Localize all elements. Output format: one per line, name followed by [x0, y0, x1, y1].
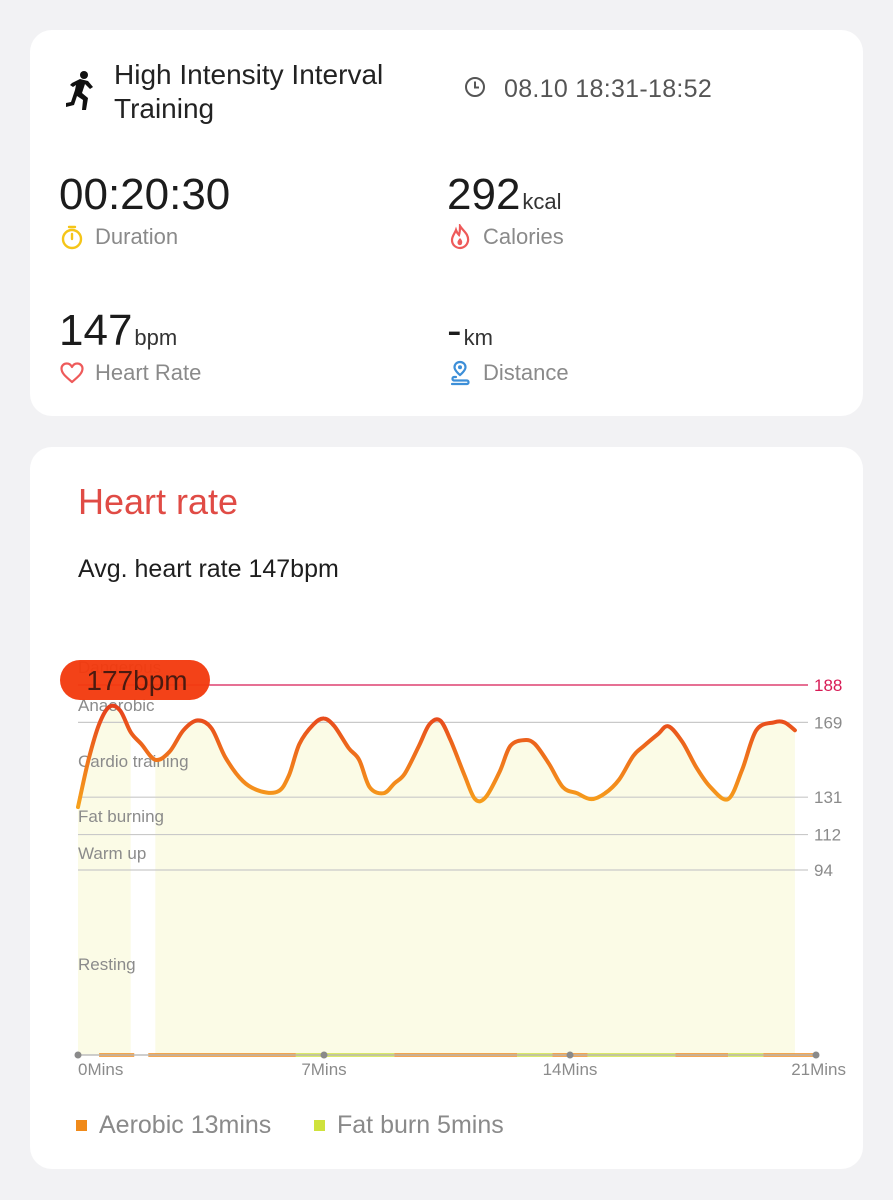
- heart-rate-value: 147: [59, 306, 133, 355]
- max-heart-rate-value: 177bpm: [86, 665, 187, 696]
- legend-fat-burn-label: Fat burn 5mins: [337, 1111, 504, 1139]
- heart-rate-line: [76, 703, 797, 809]
- distance-stat: -km Distance: [447, 306, 569, 386]
- calories-unit: kcal: [522, 189, 562, 214]
- x-tick-dot: [812, 1051, 820, 1059]
- x-tick-label: 21Mins: [791, 1060, 846, 1079]
- distance-unit: km: [463, 325, 493, 350]
- zone-label: Warm up: [78, 844, 146, 863]
- heart-icon: [60, 362, 84, 384]
- heart-rate-unit: bpm: [134, 325, 178, 350]
- max-heart-rate-badge: [60, 660, 210, 700]
- legend-aerobic: Aerobic 13mins: [76, 1111, 271, 1140]
- workout-title: High Intensity Interval Training: [114, 59, 384, 124]
- legend-aerobic-swatch: [76, 1120, 87, 1131]
- running-person-icon: [66, 71, 93, 110]
- heart-rate-chart: 18816913111294DangerousAnaerobicCardio t…: [60, 658, 846, 1079]
- x-tick-label: 0Mins: [78, 1060, 123, 1079]
- legend-aerobic-label: Aerobic 13mins: [99, 1111, 272, 1139]
- clock-icon: [465, 77, 485, 97]
- threshold-value: 131: [814, 788, 842, 807]
- zone-label: Cardio training: [78, 752, 189, 771]
- heart-rate-label: Heart Rate: [95, 360, 202, 385]
- route-icon: [450, 360, 470, 386]
- distance-label: Distance: [483, 360, 569, 385]
- heart-rate-stat: 147bpm Heart Rate: [59, 306, 201, 386]
- calories-stat: 292kcal Calories: [447, 170, 564, 250]
- zone-label: Resting: [78, 955, 136, 974]
- x-tick-dot: [566, 1051, 574, 1059]
- duration-label: Duration: [95, 224, 179, 249]
- threshold-value: 94: [814, 861, 833, 880]
- average-heart-rate: Avg. heart rate 147bpm: [78, 555, 339, 583]
- threshold-value: 188: [814, 676, 842, 695]
- threshold-value: 169: [814, 713, 842, 732]
- zone-label: Fat burning: [78, 807, 164, 826]
- x-tick-label: 7Mins: [301, 1060, 346, 1079]
- x-tick-label: 14Mins: [543, 1060, 598, 1079]
- heart-rate-area: [155, 718, 795, 1055]
- x-tick-dot: [74, 1051, 82, 1059]
- heart-rate-title: Heart rate: [78, 481, 239, 522]
- calories-label: Calories: [483, 224, 564, 249]
- legend-fat-burn-swatch: [314, 1120, 325, 1131]
- distance-value: -: [447, 306, 462, 355]
- threshold-value: 112: [814, 826, 841, 845]
- duration-value: 00:20:30: [59, 170, 231, 219]
- heart-rate-card: Heart rate Avg. heart rate 147bpm 188 169…: [30, 447, 863, 1169]
- workout-time-range: 08.10 18:31-18:52: [504, 75, 713, 103]
- duration-stat: 00:20:30 Duration: [59, 170, 232, 250]
- x-tick-dot: [320, 1051, 328, 1059]
- workout-summary-card: High Intensity Interval Training 08.10 1…: [30, 30, 863, 416]
- calories-value: 292: [447, 170, 521, 219]
- flame-icon: [450, 224, 470, 250]
- legend-fat-burn: Fat burn 5mins: [314, 1111, 504, 1140]
- heart-rate-area: [78, 706, 131, 1055]
- stopwatch-icon: [61, 225, 83, 250]
